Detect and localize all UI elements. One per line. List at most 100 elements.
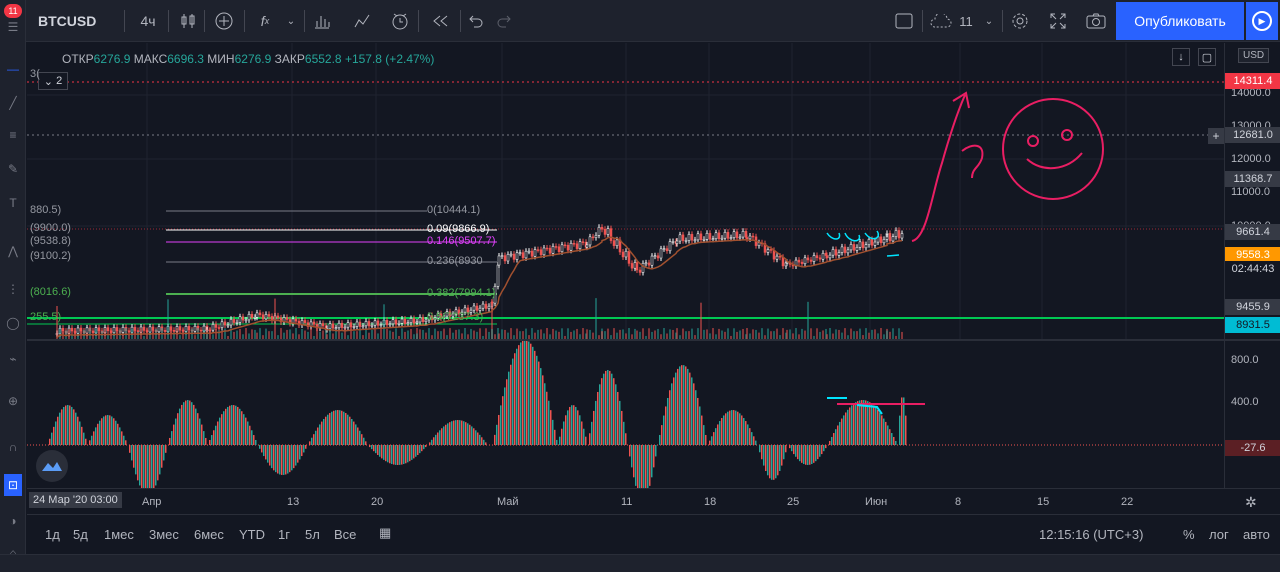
text-tool-icon[interactable]: T — [9, 196, 17, 210]
chevron-down-icon[interactable]: ⌄ — [984, 15, 994, 27]
scroll-down-icon[interactable]: ↓ — [1172, 48, 1190, 66]
settings-gear-icon[interactable] — [1008, 8, 1032, 34]
pane-separator[interactable] — [27, 339, 1280, 341]
forecast-icon[interactable]: ⋮ — [7, 282, 19, 296]
range-button[interactable]: 6мес — [194, 527, 224, 542]
histogram-bar — [819, 445, 821, 457]
layout-icon[interactable] — [892, 8, 916, 34]
range-button[interactable]: 1д — [45, 527, 60, 542]
range-button[interactable]: 1г — [278, 527, 290, 542]
histogram-bar — [215, 425, 217, 445]
oscillator-pane[interactable] — [27, 341, 1224, 488]
time-label: Апр — [142, 496, 162, 508]
volume-bar — [616, 332, 618, 339]
brush-icon[interactable]: ✎ — [7, 162, 19, 176]
candle-body — [530, 250, 534, 257]
histogram-bar — [709, 440, 711, 445]
publish-button[interactable]: Опубликовать — [1116, 2, 1244, 40]
undo-icon[interactable] — [466, 8, 486, 34]
fullscreen-icon[interactable] — [1046, 8, 1070, 34]
clock[interactable]: 12:15:16 (UTC+3) — [1039, 527, 1144, 542]
candle-body — [809, 259, 813, 262]
range-button[interactable]: 1мес — [104, 527, 134, 542]
histogram-bar — [463, 421, 465, 445]
interval-button[interactable]: 4ч — [140, 13, 156, 29]
alert-icon[interactable] — [388, 8, 412, 34]
compare-icon[interactable] — [212, 8, 236, 34]
volume-bar — [877, 333, 879, 339]
candle-body — [457, 309, 461, 315]
trash-icon[interactable]: ⌂ — [9, 546, 17, 560]
price-axis[interactable]: 14000.0 13000.0 12000.0 11000.0 10000.0 … — [1224, 43, 1280, 488]
currency-label[interactable]: USD — [1238, 48, 1270, 63]
log-toggle[interactable]: лог — [1209, 527, 1229, 542]
symbol-button[interactable]: BTCUSD — [38, 13, 97, 29]
candle-body — [714, 232, 718, 239]
volume-bar — [113, 332, 115, 339]
candle-body — [355, 321, 359, 327]
range-button[interactable]: 5л — [305, 527, 320, 542]
histogram-bar — [403, 445, 405, 465]
pattern-icon[interactable]: ⋀ — [8, 244, 18, 258]
range-button[interactable]: YTD — [239, 527, 265, 542]
eye-icon[interactable]: ◑ — [9, 514, 17, 528]
histogram-bar — [615, 384, 617, 445]
bottom-panel-tabs[interactable] — [0, 554, 1280, 572]
range-button[interactable]: 3мес — [149, 527, 179, 542]
percent-toggle[interactable]: % — [1183, 527, 1195, 542]
volume-bar — [374, 329, 376, 339]
bar-chart-icon[interactable] — [350, 8, 374, 34]
grid — [27, 43, 1224, 339]
add-alert-icon[interactable]: + — [1208, 128, 1224, 144]
candle-body — [554, 246, 558, 248]
redo-icon[interactable] — [494, 8, 514, 34]
play-button[interactable]: ▶ — [1246, 2, 1278, 40]
range-button[interactable]: Все — [334, 527, 357, 542]
volume-bar — [164, 333, 166, 339]
histogram-bar — [245, 417, 247, 445]
chart-type-icon[interactable] — [176, 8, 200, 34]
menu-icon[interactable]: ☰ — [7, 20, 19, 34]
ruler-icon[interactable]: ⌁ — [9, 352, 17, 366]
candle-body — [496, 264, 500, 287]
histogram-bar — [115, 420, 117, 445]
volume-bar — [482, 335, 484, 339]
volume-bar — [622, 329, 624, 339]
candle-body — [775, 255, 779, 260]
settings-gear-icon[interactable]: ✲ — [1245, 494, 1257, 510]
legend-collapse-button[interactable]: ⌄ 2 — [38, 72, 68, 90]
magnet-icon[interactable]: ∩ — [8, 440, 18, 454]
templates-icon[interactable] — [310, 8, 334, 34]
fib-tool-icon[interactable]: ≡ — [9, 128, 17, 142]
shapes-icon[interactable]: ◯ — [6, 316, 20, 330]
volume-bar — [868, 332, 870, 339]
candle-body — [825, 255, 829, 259]
camera-icon[interactable] — [1084, 8, 1108, 34]
notification-badge[interactable]: 11 — [4, 4, 22, 18]
histogram-bar — [713, 432, 715, 445]
calendar-icon[interactable]: ▦ — [379, 525, 392, 540]
volume-bar — [513, 335, 515, 339]
histogram-bar — [377, 445, 379, 455]
price-chart[interactable] — [27, 43, 1224, 339]
zoom-icon[interactable]: ⊕ — [7, 394, 19, 408]
cursor-icon[interactable]: — — [7, 62, 19, 76]
lock-icon[interactable]: ⊡ — [4, 474, 22, 496]
chevron-down-icon[interactable]: ⌄ — [286, 15, 296, 27]
histogram-bar — [528, 341, 530, 445]
maximize-icon[interactable]: ▢ — [1198, 48, 1216, 66]
low-value: 6276.9 — [234, 52, 272, 66]
histogram-bar — [771, 445, 773, 480]
auto-toggle[interactable]: авто — [1243, 527, 1270, 542]
histogram-bar — [851, 405, 853, 445]
time-axis[interactable]: 24 Мар '20 03:00 Апр 13 20 Май 11 18 25 Июн 8 15 2… — [27, 488, 1280, 514]
trend-line-icon[interactable]: ╱ — [9, 96, 17, 110]
replay-icon[interactable] — [428, 8, 452, 34]
cloud-icon[interactable] — [928, 8, 956, 34]
histogram-bar — [520, 342, 522, 445]
candle-body — [61, 328, 65, 332]
volume-bar — [567, 328, 569, 339]
candle-body — [732, 231, 736, 238]
range-button[interactable]: 5д — [73, 527, 88, 542]
